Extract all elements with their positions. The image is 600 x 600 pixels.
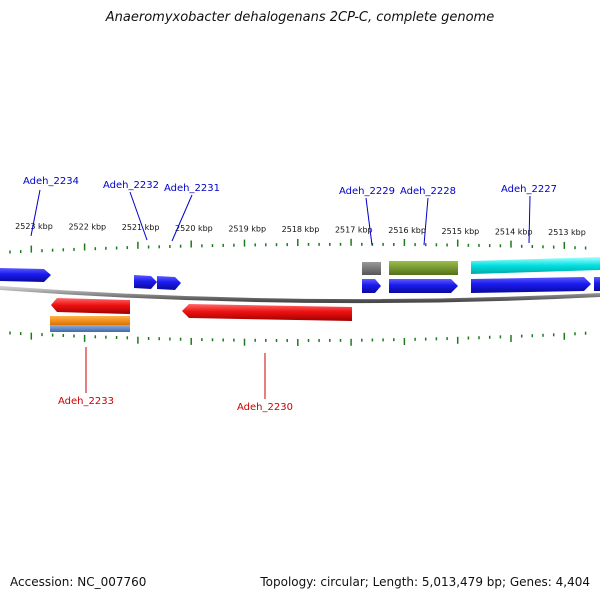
- gene-feature-adeh-2229[interactable]: [362, 279, 381, 293]
- lower-tick-marks: [9, 331, 587, 346]
- olive-feature[interactable]: [389, 261, 458, 275]
- cyan-feature[interactable]: [471, 257, 600, 274]
- gene-feature-partial-right[interactable]: [594, 277, 600, 291]
- gene-feature-adeh-2227[interactable]: [471, 277, 591, 293]
- steelblue-feature[interactable]: [50, 325, 130, 332]
- scale-tick-label: 2515 kbp: [442, 227, 480, 236]
- forward-strand-features: [0, 257, 600, 293]
- reverse-strand-features: [50, 298, 352, 332]
- gene-label-adeh-2229[interactable]: Adeh_2229: [339, 186, 395, 197]
- accession-label: Accession: NC_007760: [10, 575, 147, 589]
- scale-tick-label: 2520 kbp: [175, 224, 213, 233]
- gene-feature-adeh-2232[interactable]: [134, 275, 157, 289]
- gene-label-adeh-2234[interactable]: Adeh_2234: [23, 176, 79, 187]
- gene-feature-adeh-2233[interactable]: [51, 298, 130, 314]
- gene-labels: Adeh_2234 Adeh_2232 Adeh_2231 Adeh_2229 …: [23, 176, 557, 413]
- genome-backbone: [0, 286, 600, 304]
- scale-tick-labels: 2523 kbp 2522 kbp 2521 kbp 2520 kbp 2519 kbp…: [15, 222, 586, 237]
- scale-tick-label: 2523 kbp: [15, 222, 53, 231]
- scale-tick-label: 2519 kbp: [228, 224, 266, 233]
- scale-tick-label: 2517 kbp: [335, 226, 373, 235]
- gene-label-adeh-2228[interactable]: Adeh_2228: [400, 186, 456, 197]
- gene-feature-adeh-2228[interactable]: [389, 279, 458, 293]
- scale-tick-label: 2521 kbp: [122, 223, 160, 232]
- upper-tick-marks: [9, 238, 587, 254]
- callout-line-adeh-2234: [30, 189, 41, 237]
- gene-label-adeh-2230[interactable]: Adeh_2230: [237, 402, 293, 413]
- genome-summary-label: Topology: circular; Length: 5,013,479 bp…: [260, 575, 590, 589]
- scale-tick-label: 2522 kbp: [68, 223, 106, 232]
- orange-feature[interactable]: [50, 316, 130, 325]
- callout-line-adeh-2231: [171, 194, 193, 242]
- scale-tick-label: 2518 kbp: [282, 225, 320, 234]
- gene-label-adeh-2231[interactable]: Adeh_2231: [164, 183, 220, 194]
- callout-line-adeh-2227: [528, 195, 531, 244]
- gene-label-adeh-2232[interactable]: Adeh_2232: [103, 180, 159, 191]
- callout-line-adeh-2232: [129, 191, 148, 241]
- gene-feature-adeh-2234[interactable]: [0, 268, 51, 282]
- gray-feature[interactable]: [362, 262, 381, 275]
- callout-line-adeh-2228: [423, 197, 429, 246]
- scale-tick-label: 2514 kbp: [495, 227, 533, 236]
- gene-label-adeh-2227[interactable]: Adeh_2227: [501, 184, 557, 195]
- scale-tick-label: 2516 kbp: [388, 226, 426, 235]
- scale-tick-label: 2513 kbp: [548, 228, 586, 237]
- callout-line-adeh-2229: [365, 197, 373, 246]
- gene-callout-lines: [30, 189, 531, 399]
- genome-title: Anaeromyxobacter dehalogenans 2CP-C, com…: [105, 10, 495, 25]
- gene-feature-adeh-2231[interactable]: [157, 276, 181, 290]
- gene-feature-adeh-2230[interactable]: [182, 304, 352, 321]
- gene-label-adeh-2233[interactable]: Adeh_2233: [58, 396, 114, 407]
